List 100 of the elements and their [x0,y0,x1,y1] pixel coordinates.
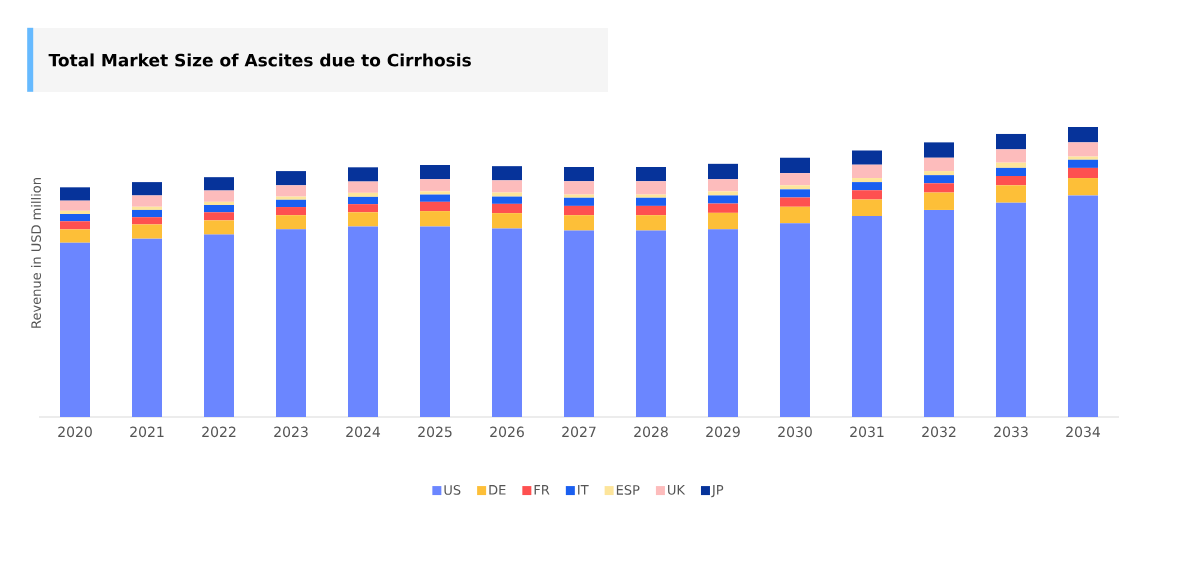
x-tick-label: 2032 [922,426,956,438]
bar [60,187,90,201]
bar [779,189,810,198]
bar [132,224,162,239]
legend-label: IT [578,485,589,495]
bar [420,201,450,212]
x-tick-label: 2027 [562,426,596,438]
bar [204,190,234,202]
bar [564,215,594,231]
bar [60,210,90,214]
bar [707,191,738,196]
bar [779,157,810,174]
x-tick-label: 2024 [346,426,381,438]
bar [348,212,378,227]
bar [204,220,234,235]
bar [707,195,738,204]
bar [995,185,1026,203]
bar [851,216,882,417]
x-tick-label: 2020 [58,426,92,438]
bar [420,191,450,195]
bar [348,167,378,182]
bar [276,207,306,216]
bar [276,199,306,208]
bar [276,229,306,417]
bar [204,234,234,417]
bar [132,238,162,417]
x-tick-label: 2026 [490,426,524,438]
bar [564,230,594,417]
x-tick-label: 2028 [634,426,668,438]
bar [276,196,306,200]
bar [636,194,666,198]
bar [851,178,882,183]
bar [851,190,882,200]
bar [707,229,738,417]
bar [923,142,954,158]
bar [60,221,90,230]
bar [995,167,1026,177]
legend-label: UK [668,485,686,495]
bar [348,181,378,193]
bar [204,177,234,191]
bar [132,206,162,210]
bar [995,149,1026,163]
bar [276,171,306,186]
bar [923,209,954,417]
x-tick-label: 2023 [274,426,308,438]
bar [923,157,954,172]
legend-label: US [444,485,461,495]
y-axis-title: Revenue in USD million [30,178,42,328]
bar [420,226,450,417]
bar [923,171,954,176]
legend-label: DE [489,485,506,495]
bar [492,213,522,229]
bar [276,185,306,197]
bar [348,226,378,417]
bar [779,206,810,224]
x-tick-label: 2025 [418,426,452,438]
bar [132,217,162,225]
bar [492,192,522,197]
bar [564,167,594,182]
bar [1067,159,1098,168]
bar [995,133,1026,150]
bar [1067,178,1098,196]
bar [1067,195,1098,417]
bar [995,176,1026,186]
bar [1067,127,1098,143]
bar [420,179,450,192]
bar [923,183,954,193]
bar [132,182,162,196]
bar [492,180,522,193]
bar [564,197,594,206]
bar [995,162,1026,168]
bar [636,197,666,206]
bar [60,229,90,243]
bar [492,203,522,214]
bar [276,215,306,230]
bar [707,163,738,180]
bar [636,230,666,417]
bar [132,195,162,207]
bar [420,164,450,180]
bar [60,242,90,417]
chart-title: Total Market Size of Ascites due to Cirrhosis [48,53,471,67]
x-tick-label: 2022 [202,426,236,438]
x-tick-label: 2021 [130,426,164,438]
x-tick-label: 2033 [994,426,1028,438]
bar [779,185,810,190]
bar [204,201,234,206]
bar [995,202,1026,417]
bar [492,196,522,204]
legend-label: FR [534,485,550,495]
x-tick-label: 2030 [778,426,812,438]
bar [636,215,666,231]
bar [204,205,234,213]
bar [923,192,954,210]
legend-label: JP [711,485,724,498]
bar [851,199,882,217]
x-tick-label: 2034 [1066,426,1101,438]
bar [636,181,666,195]
bar [564,181,594,195]
bar [564,205,594,216]
bar [564,194,594,198]
